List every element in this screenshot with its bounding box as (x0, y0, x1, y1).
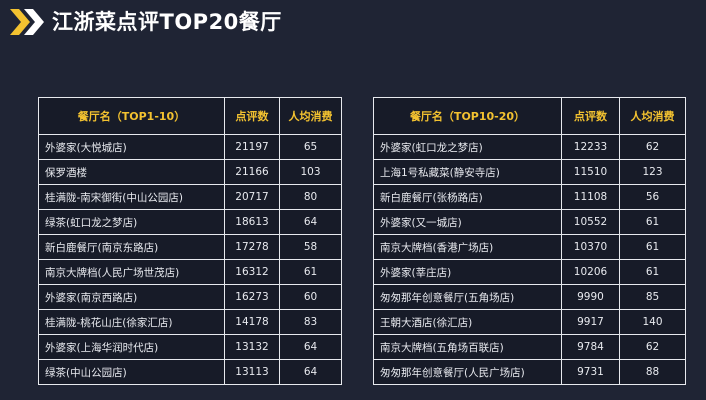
cell-restaurant-name: 绿茶(虹口龙之梦店) (38, 209, 225, 235)
cell-restaurant-name: 南京大牌档(香港广场店) (373, 234, 562, 260)
cell-avg-spend: 62 (619, 334, 686, 360)
cell-restaurant-name: 匆匆那年创意餐厅(五角场店) (373, 284, 562, 310)
cell-review-count: 18613 (224, 209, 280, 235)
cell-review-count: 16312 (224, 259, 280, 285)
table-body: 外婆家(虹口龙之梦店) 12233 62 上海1号私藏菜(静安寺店) 11510 123 新… (373, 134, 686, 385)
table-row: 桂满陇-南宋御街(中山公园店) 20717 80 (38, 184, 342, 210)
cell-avg-spend: 83 (279, 309, 342, 335)
cell-avg-spend: 58 (279, 234, 342, 260)
column-header-review-count: 点评数 (561, 97, 620, 135)
column-header-avg-spend: 人均消费 (279, 97, 342, 135)
cell-avg-spend: 64 (279, 359, 342, 385)
cell-avg-spend: 60 (279, 284, 342, 310)
cell-review-count: 10206 (561, 259, 620, 285)
cell-avg-spend: 61 (619, 209, 686, 235)
table-header-row: 餐厅名（TOP10-20） 点评数 人均消费 (373, 97, 686, 135)
table-row: 上海1号私藏菜(静安寺店) 11510 123 (373, 159, 686, 185)
table-row: 新白鹿餐厅(南京东路店) 17278 58 (38, 234, 342, 260)
table-row: 南京大牌档(五角场百联店) 9784 62 (373, 334, 686, 360)
cell-avg-spend: 140 (619, 309, 686, 335)
cell-restaurant-name: 外婆家(大悦城店) (38, 134, 225, 160)
cell-restaurant-name: 保罗酒楼 (38, 159, 225, 185)
cell-review-count: 10552 (561, 209, 620, 235)
cell-review-count: 10370 (561, 234, 620, 260)
page-title: 江浙菜点评TOP20餐厅 (52, 10, 282, 34)
double-chevron-right-icon (10, 9, 44, 35)
column-header-restaurant: 餐厅名（TOP1-10） (38, 97, 225, 135)
table-row: 外婆家(虹口龙之梦店) 12233 62 (373, 134, 686, 160)
table-row: 南京大牌档(香港广场店) 10370 61 (373, 234, 686, 260)
cell-avg-spend: 88 (619, 359, 686, 385)
cell-review-count: 11108 (561, 184, 620, 210)
table-row: 外婆家(莘庄店) 10206 61 (373, 259, 686, 285)
cell-review-count: 21166 (224, 159, 280, 185)
cell-review-count: 9784 (561, 334, 620, 360)
cell-restaurant-name: 绿茶(中山公园店) (38, 359, 225, 385)
table-row: 王朝大酒店(徐汇店) 9917 140 (373, 309, 686, 335)
cell-restaurant-name: 桂满陇-南宋御街(中山公园店) (38, 184, 225, 210)
cell-avg-spend: 64 (279, 334, 342, 360)
cell-avg-spend: 61 (279, 259, 342, 285)
cell-avg-spend: 64 (279, 209, 342, 235)
cell-review-count: 13113 (224, 359, 280, 385)
cell-avg-spend: 61 (619, 234, 686, 260)
table-row: 绿茶(中山公园店) 13113 64 (38, 359, 342, 385)
cell-avg-spend: 123 (619, 159, 686, 185)
table-body: 外婆家(大悦城店) 21197 65 保罗酒楼 21166 103 桂满陇-南宋御街(中山公… (38, 134, 342, 385)
cell-avg-spend: 62 (619, 134, 686, 160)
cell-restaurant-name: 新白鹿餐厅(南京东路店) (38, 234, 225, 260)
cell-restaurant-name: 外婆家(上海华润时代店) (38, 334, 225, 360)
table-row: 外婆家(南京西路店) 16273 60 (38, 284, 342, 310)
cell-avg-spend: 85 (619, 284, 686, 310)
cell-review-count: 9990 (561, 284, 620, 310)
cell-review-count: 9917 (561, 309, 620, 335)
cell-review-count: 16273 (224, 284, 280, 310)
cell-restaurant-name: 外婆家(南京西路店) (38, 284, 225, 310)
table-row: 保罗酒楼 21166 103 (38, 159, 342, 185)
ranking-table-top1-10: 餐厅名（TOP1-10） 点评数 人均消费 外婆家(大悦城店) 21197 65 保罗… (38, 97, 342, 385)
cell-restaurant-name: 桂满陇-桃花山庄(徐家汇店) (38, 309, 225, 335)
table-row: 绿茶(虹口龙之梦店) 18613 64 (38, 209, 342, 235)
cell-restaurant-name: 新白鹿餐厅(张杨路店) (373, 184, 562, 210)
table-row: 匆匆那年创意餐厅(人民广场店) 9731 88 (373, 359, 686, 385)
cell-restaurant-name: 南京大牌档(人民广场世茂店) (38, 259, 225, 285)
cell-review-count: 21197 (224, 134, 280, 160)
column-header-avg-spend: 人均消费 (619, 97, 686, 135)
column-header-review-count: 点评数 (224, 97, 280, 135)
cell-restaurant-name: 匆匆那年创意餐厅(人民广场店) (373, 359, 562, 385)
table-row: 南京大牌档(人民广场世茂店) 16312 61 (38, 259, 342, 285)
cell-restaurant-name: 外婆家(又一城店) (373, 209, 562, 235)
table-header-row: 餐厅名（TOP1-10） 点评数 人均消费 (38, 97, 342, 135)
cell-review-count: 9731 (561, 359, 620, 385)
cell-review-count: 13132 (224, 334, 280, 360)
cell-avg-spend: 56 (619, 184, 686, 210)
cell-avg-spend: 65 (279, 134, 342, 160)
table-row: 外婆家(大悦城店) 21197 65 (38, 134, 342, 160)
cell-review-count: 17278 (224, 234, 280, 260)
cell-restaurant-name: 外婆家(虹口龙之梦店) (373, 134, 562, 160)
column-header-restaurant: 餐厅名（TOP10-20） (373, 97, 562, 135)
cell-review-count: 14178 (224, 309, 280, 335)
table-row: 匆匆那年创意餐厅(五角场店) 9990 85 (373, 284, 686, 310)
cell-review-count: 20717 (224, 184, 280, 210)
table-row: 外婆家(上海华润时代店) 13132 64 (38, 334, 342, 360)
cell-avg-spend: 61 (619, 259, 686, 285)
table-row: 桂满陇-桃花山庄(徐家汇店) 14178 83 (38, 309, 342, 335)
cell-avg-spend: 103 (279, 159, 342, 185)
cell-restaurant-name: 外婆家(莘庄店) (373, 259, 562, 285)
cell-restaurant-name: 上海1号私藏菜(静安寺店) (373, 159, 562, 185)
table-row: 外婆家(又一城店) 10552 61 (373, 209, 686, 235)
cell-avg-spend: 80 (279, 184, 342, 210)
header: 江浙菜点评TOP20餐厅 (0, 0, 706, 46)
cell-restaurant-name: 王朝大酒店(徐汇店) (373, 309, 562, 335)
cell-restaurant-name: 南京大牌档(五角场百联店) (373, 334, 562, 360)
table-row: 新白鹿餐厅(张杨路店) 11108 56 (373, 184, 686, 210)
ranking-table-top10-20: 餐厅名（TOP10-20） 点评数 人均消费 外婆家(虹口龙之梦店) 12233 6… (373, 97, 686, 385)
cell-review-count: 11510 (561, 159, 620, 185)
cell-review-count: 12233 (561, 134, 620, 160)
